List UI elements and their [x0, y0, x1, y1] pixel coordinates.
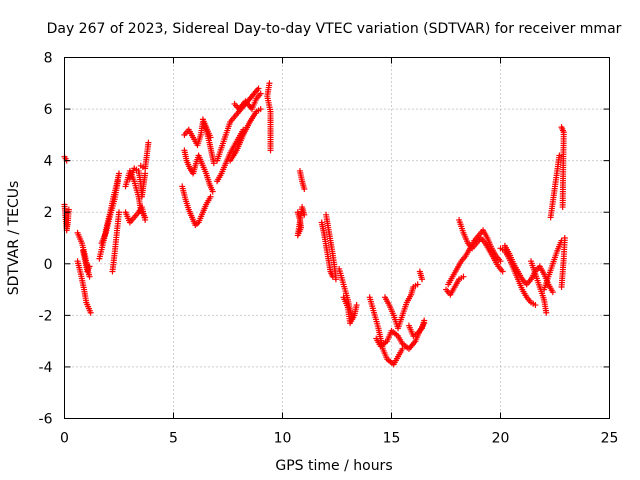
y-tick-label: -4 — [39, 360, 53, 376]
data-point — [414, 281, 421, 288]
data-point — [116, 170, 122, 177]
data-point — [421, 317, 428, 324]
data-point — [556, 152, 563, 159]
data-point — [460, 273, 467, 280]
data-point — [353, 302, 360, 309]
data-point — [399, 345, 406, 352]
data-point — [257, 106, 264, 113]
data-point — [497, 258, 504, 265]
axis-ticks — [64, 57, 610, 419]
y-axis-label: SDTVAR / TECUs — [6, 181, 22, 296]
data-point — [543, 309, 550, 316]
data-point — [87, 309, 94, 316]
data-point — [257, 90, 264, 97]
data-point — [114, 178, 121, 185]
data-point — [301, 186, 308, 193]
data-point — [559, 204, 566, 211]
data-point — [116, 209, 122, 216]
data-point — [532, 302, 539, 309]
data-point — [86, 273, 93, 280]
data-point — [65, 206, 72, 213]
x-tick-label: 5 — [169, 431, 178, 447]
x-axis-label: GPS time / hours — [275, 458, 392, 474]
data-point — [499, 268, 506, 275]
data-point — [209, 188, 216, 195]
y-tick-label: 8 — [44, 51, 53, 67]
tick-labels: 0 5 10 15 20 25 -6 -4 -2 0 2 4 6 8 — [39, 51, 619, 447]
x-tick-label: 0 — [60, 431, 69, 447]
y-tick-label: 6 — [44, 102, 53, 118]
data-point — [207, 134, 214, 141]
y-tick-label: 2 — [44, 205, 53, 221]
x-tick-label: 25 — [601, 431, 619, 447]
chart-title: Day 267 of 2023, Sidereal Day-to-day VTE… — [47, 21, 622, 37]
x-tick-label: 20 — [492, 431, 510, 447]
data-point — [86, 263, 93, 270]
data-points — [61, 80, 568, 368]
y-tick-label: -6 — [39, 412, 53, 428]
plot-frame — [64, 57, 610, 419]
data-point — [210, 160, 217, 167]
data-point — [145, 139, 152, 146]
gridlines — [64, 57, 610, 419]
y-tick-label: -2 — [39, 308, 53, 324]
data-point — [267, 147, 274, 154]
data-point — [561, 235, 568, 241]
y-tick-label: 4 — [44, 154, 53, 170]
data-point — [419, 276, 426, 283]
data-point — [549, 289, 556, 296]
x-tick-label: 10 — [274, 431, 292, 447]
data-point — [142, 170, 149, 177]
data-point — [207, 193, 214, 200]
x-tick-label: 15 — [383, 431, 401, 447]
data-point — [332, 276, 339, 283]
data-point — [301, 211, 308, 218]
y-tick-label: 0 — [44, 257, 53, 273]
data-point — [142, 216, 149, 223]
data-point — [255, 85, 262, 92]
